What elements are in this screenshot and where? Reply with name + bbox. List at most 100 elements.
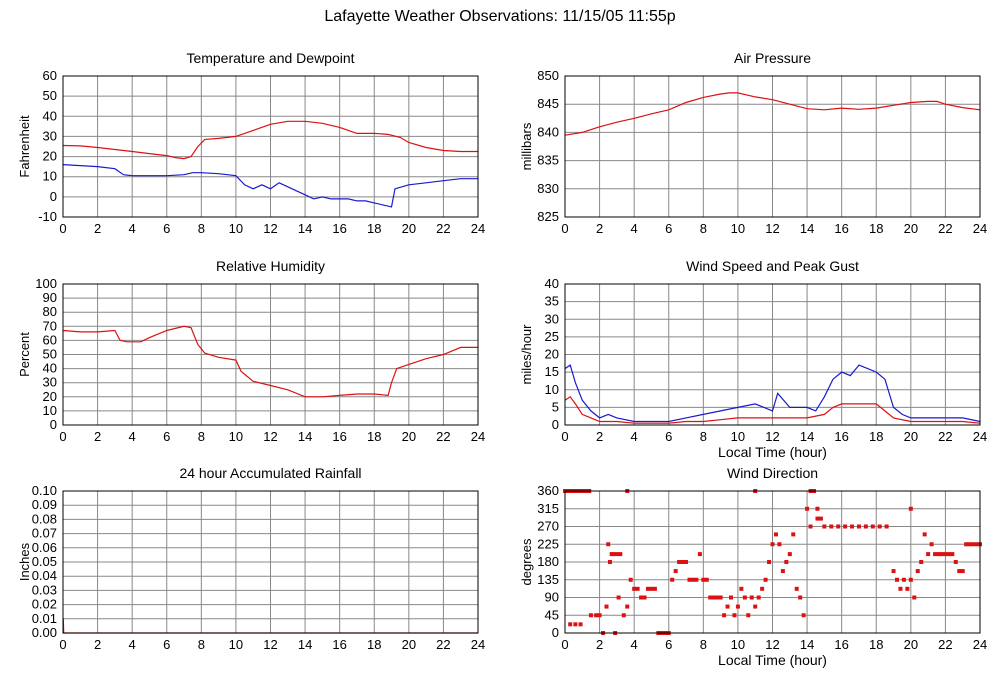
direction-point (777, 542, 782, 547)
x-tick-label: 20 (904, 429, 918, 444)
direction-point (606, 542, 611, 547)
direction-point (829, 524, 834, 529)
x-tick-label: 14 (800, 221, 814, 236)
page-title: Lafayette Weather Observations: 11/15/05… (324, 8, 676, 25)
x-tick-label: 2 (94, 429, 101, 444)
y-tick-label: 0 (50, 189, 57, 204)
x-tick-label: 18 (869, 221, 883, 236)
direction-point (950, 552, 955, 557)
x-tick-label: 16 (834, 429, 848, 444)
direction-point (614, 552, 619, 557)
x-tick-label: 4 (631, 429, 638, 444)
y-tick-label: 835 (537, 153, 559, 168)
humidity-title: Relative Humidity (216, 258, 325, 274)
y-tick-label: 10 (545, 382, 559, 397)
y-tick-label: 30 (43, 128, 57, 143)
y-tick-label: 0.08 (32, 511, 57, 526)
direction-point (756, 595, 761, 600)
wind-xlabel: Local Time (hour) (718, 444, 827, 460)
direction-point (694, 577, 699, 582)
direction-point (690, 577, 695, 582)
direction-point (753, 604, 758, 609)
pressure-series-0 (564, 92, 981, 136)
x-tick-label: 24 (973, 637, 987, 652)
temperature-series-0 (62, 120, 478, 160)
direction-point (936, 552, 941, 557)
wind-ylabel: miles/hour (519, 324, 534, 385)
direction-point (884, 524, 889, 529)
direction-point (639, 595, 644, 600)
direction-point (905, 586, 910, 591)
y-tick-label: 845 (537, 96, 559, 111)
x-tick-label: 16 (332, 429, 346, 444)
direction-point (912, 595, 917, 600)
direction-point (718, 595, 723, 600)
direction-plot-frame (564, 490, 981, 634)
x-tick-label: 6 (163, 429, 170, 444)
direction-point (967, 542, 972, 547)
rainfall-chart: 0 2 4 6 8 10 12 14 16 18 20 22 240.000.010.020.030.0… (17, 465, 485, 652)
direction-point (915, 569, 920, 574)
x-tick-label: 2 (596, 221, 603, 236)
direction-point (908, 577, 913, 582)
direction-point (953, 560, 958, 564)
y-tick-label: 830 (537, 181, 559, 196)
temperature-title: Temperature and Dewpoint (186, 50, 354, 66)
x-tick-label: 12 (765, 429, 779, 444)
humidity-series-0 (62, 325, 478, 398)
direction-point (701, 577, 706, 582)
direction-point (850, 524, 855, 529)
direction-point (808, 524, 813, 529)
direction-point (919, 560, 924, 564)
x-tick-label: 4 (631, 221, 638, 236)
humidity-chart: 0 2 4 6 8 10 12 14 16 18 20 22 240102030405060708090… (17, 258, 485, 444)
direction-point (609, 552, 614, 557)
temperature-chart: 0 2 4 6 8 10 12 14 16 18 20 22 24-100102030405060Tem… (17, 50, 485, 236)
direction-point (791, 532, 796, 537)
x-tick-label: 0 (59, 429, 66, 444)
y-tick-label: 60 (43, 332, 57, 347)
x-tick-label: 8 (198, 429, 205, 444)
direction-point (891, 569, 896, 574)
x-tick-label: 24 (973, 429, 987, 444)
y-tick-label: 0.09 (32, 497, 57, 512)
x-tick-label: 10 (229, 429, 243, 444)
y-tick-label: 840 (537, 124, 559, 139)
direction-point (877, 524, 882, 529)
y-tick-label: 5 (552, 399, 559, 414)
direction-point (960, 569, 965, 574)
direction-point (784, 560, 789, 564)
direction-point (773, 532, 778, 537)
direction-point (863, 524, 868, 529)
direction-point (801, 613, 806, 618)
direction-point (677, 560, 682, 564)
x-tick-label: 20 (904, 637, 918, 652)
y-tick-label: 90 (43, 290, 57, 305)
x-tick-label: 22 (436, 221, 450, 236)
x-tick-label: 2 (596, 429, 603, 444)
direction-point (670, 577, 675, 582)
x-tick-label: 6 (665, 221, 672, 236)
direction-point (618, 552, 623, 557)
x-tick-label: 12 (765, 637, 779, 652)
direction-point (722, 613, 727, 618)
y-tick-label: 35 (545, 294, 559, 309)
y-tick-label: 0.04 (32, 568, 57, 583)
direction-point (646, 586, 650, 591)
y-tick-label: 135 (537, 572, 559, 587)
direction-point (974, 542, 979, 547)
x-tick-label: 10 (731, 221, 745, 236)
x-tick-label: 18 (367, 429, 381, 444)
x-tick-label: 10 (731, 429, 745, 444)
y-tick-label: 70 (43, 318, 57, 333)
direction-point (763, 577, 768, 582)
direction-point (635, 586, 640, 591)
wind-plot-frame (564, 283, 981, 426)
direction-point (625, 604, 630, 609)
x-tick-label: 22 (436, 429, 450, 444)
direction-point (742, 595, 747, 600)
x-tick-label: 24 (973, 221, 987, 236)
y-tick-label: 0.01 (32, 611, 57, 626)
y-tick-label: 0.10 (32, 483, 57, 498)
direction-point (673, 569, 678, 574)
